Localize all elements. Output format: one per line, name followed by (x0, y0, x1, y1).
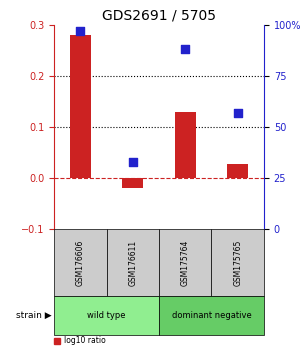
FancyBboxPatch shape (54, 296, 159, 335)
Bar (175, 112, 196, 178)
FancyBboxPatch shape (159, 229, 211, 296)
FancyBboxPatch shape (54, 229, 106, 296)
Bar (70, 35, 91, 178)
Title: GDS2691 / 5705: GDS2691 / 5705 (102, 8, 216, 22)
Point (183, 46, 188, 52)
Text: strain ▶: strain ▶ (16, 311, 51, 320)
Text: GSM176606: GSM176606 (76, 240, 85, 286)
Point (130, 159, 135, 165)
Point (235, 110, 240, 116)
Text: GSM176611: GSM176611 (128, 240, 137, 286)
Text: GSM175764: GSM175764 (181, 240, 190, 286)
Point (78, 28, 83, 34)
Text: wild type: wild type (87, 311, 126, 320)
FancyBboxPatch shape (159, 296, 264, 335)
Bar (122, 178, 143, 188)
Text: GSM175765: GSM175765 (233, 240, 242, 286)
FancyBboxPatch shape (212, 229, 264, 296)
Text: dominant negative: dominant negative (172, 311, 251, 320)
Bar (227, 164, 248, 178)
FancyBboxPatch shape (106, 229, 159, 296)
Text: log10 ratio: log10 ratio (64, 336, 106, 345)
